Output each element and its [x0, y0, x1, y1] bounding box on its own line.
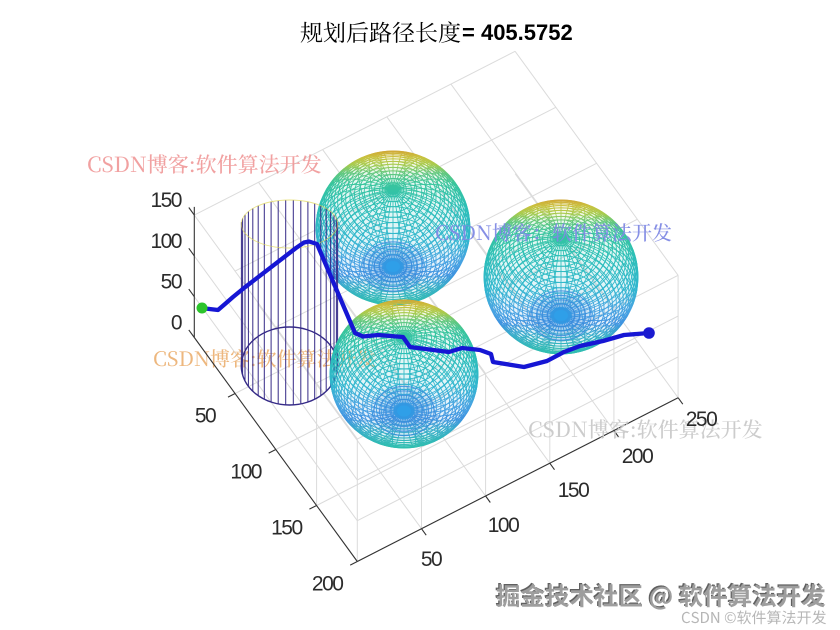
- svg-text:50: 50: [161, 271, 182, 294]
- svg-text:50: 50: [195, 405, 216, 428]
- svg-text:100: 100: [150, 230, 181, 253]
- svg-text:150: 150: [271, 517, 302, 540]
- svg-text:= 405.5752: = 405.5752: [462, 20, 573, 45]
- svg-text:150: 150: [150, 189, 181, 212]
- svg-text:0: 0: [171, 312, 182, 335]
- svg-text:200: 200: [312, 573, 343, 596]
- svg-text:150: 150: [558, 479, 589, 502]
- svg-text:50: 50: [421, 548, 442, 571]
- svg-text:250: 250: [686, 408, 717, 431]
- svg-text:200: 200: [622, 445, 653, 468]
- svg-text:100: 100: [230, 461, 261, 484]
- svg-text:100: 100: [488, 514, 519, 537]
